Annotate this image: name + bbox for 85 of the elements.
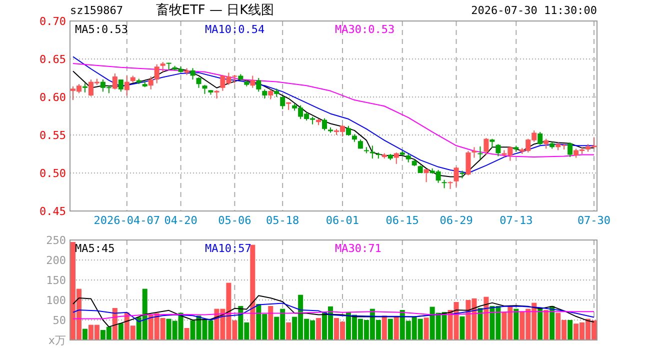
candlestick [250, 75, 256, 88]
candlestick [466, 150, 471, 176]
x-tick-label: 06-15 [386, 214, 419, 227]
candlestick [280, 96, 286, 110]
y-tick-label: 0.70 [40, 15, 66, 28]
y-tick-label: 50 [52, 314, 66, 327]
chart-title: 畜牧ETF — 日K线图 [156, 2, 274, 18]
y-tick-label: 250 [46, 234, 66, 247]
y-tick-label: 0.50 [40, 167, 66, 180]
candlestick [322, 118, 328, 131]
candlestick [568, 142, 573, 158]
bar [382, 316, 387, 340]
candlestick [478, 146, 483, 160]
candlestick [124, 75, 130, 96]
y-tick-label: 0.65 [40, 53, 66, 66]
y-tick-label: 0.60 [40, 91, 66, 104]
bar [184, 328, 190, 340]
bar [118, 323, 124, 340]
candlestick [424, 168, 429, 183]
text: MA5:0.53 [75, 23, 128, 36]
text: sz159867 [70, 4, 123, 17]
candlestick [202, 84, 208, 94]
candlestick [190, 68, 196, 80]
candlestick [490, 138, 495, 148]
candlestick [82, 82, 88, 93]
x-tick-label: 05-18 [266, 214, 300, 227]
bar [268, 306, 274, 340]
candlestick [112, 72, 118, 90]
candlestick [196, 76, 202, 88]
bar [82, 328, 88, 340]
line-series [72, 311, 595, 320]
bar [544, 310, 549, 340]
y-tick-label: 100 [46, 294, 66, 307]
line-series [72, 302, 595, 322]
bar [388, 318, 393, 340]
bar [460, 316, 465, 340]
bar [424, 318, 429, 340]
text: MA30:71 [335, 242, 382, 255]
text: MA30:0.53 [335, 23, 395, 36]
bar [514, 308, 519, 340]
text: MA10:0.54 [205, 23, 265, 36]
candlestick [148, 76, 154, 90]
x-tick-label: 06-29 [440, 214, 473, 227]
text: 2026-07-30 11:30:00 [471, 4, 597, 17]
bar [538, 308, 543, 340]
x-tick-label: 07-13 [500, 214, 533, 227]
line-series [72, 295, 595, 328]
candlestick [262, 88, 268, 100]
candlestick [472, 146, 477, 158]
text: MA5:45 [75, 242, 115, 255]
bar [568, 320, 573, 340]
candlestick [256, 78, 262, 92]
text: MA10:57 [205, 242, 252, 255]
line-series [72, 63, 595, 158]
y-tick-label: 0.45 [40, 205, 66, 218]
candlestick [394, 152, 399, 164]
bar [478, 308, 483, 340]
x-tick-label: 04-20 [164, 214, 198, 227]
x-tick-label: 05-06 [218, 214, 252, 227]
candlestick [268, 88, 274, 100]
y-tick-label: 200 [46, 254, 66, 267]
x-tick-label: 07-30 [577, 214, 611, 227]
candlestick [154, 64, 160, 84]
candlestick [232, 74, 238, 84]
candlestick [118, 79, 124, 92]
candlestick [538, 131, 543, 146]
bar [286, 322, 292, 340]
candlestick [454, 166, 459, 188]
bar [316, 318, 322, 340]
bar [250, 244, 256, 340]
y-tick-label: 0.55 [40, 129, 66, 142]
candlestick [496, 144, 501, 157]
candlestick [484, 138, 489, 156]
x-tick-label: 2026-04-07 [94, 214, 160, 227]
candlestick [460, 170, 465, 179]
candlestick [346, 125, 351, 136]
candlestick [544, 138, 549, 150]
bar [550, 306, 555, 340]
y-tick-label: 150 [46, 274, 66, 287]
x-tick-label: 06-01 [326, 214, 360, 227]
candlestick [160, 62, 166, 72]
candlestick [370, 145, 375, 160]
bar [394, 316, 399, 340]
bar [484, 296, 489, 340]
y-tick-label: x万 [48, 334, 66, 347]
